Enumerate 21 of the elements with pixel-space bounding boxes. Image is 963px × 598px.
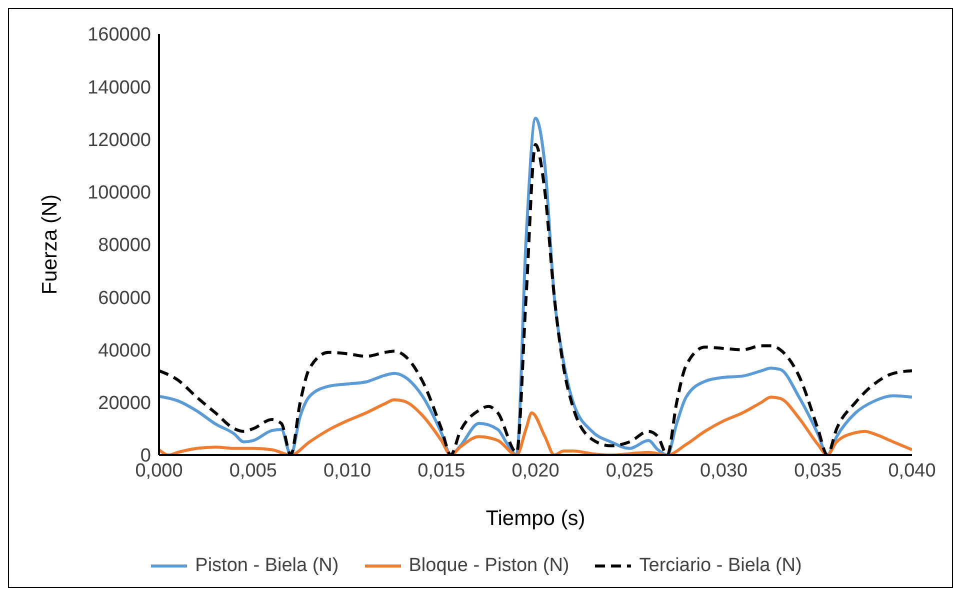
x-tick-label: 0,040: [888, 460, 936, 482]
y-tick-label: 100000: [88, 182, 151, 204]
y-tick-label: 20000: [98, 393, 151, 414]
y-axis-title: Fuerza (N): [38, 194, 62, 295]
y-tick-label: 120000: [88, 130, 151, 151]
x-tick-label: 0,005: [229, 460, 277, 482]
legend-label: Bloque - Piston (N): [408, 555, 570, 577]
y-tick-label: 160000: [88, 24, 151, 46]
x-tick-label: 0,025: [606, 460, 654, 482]
y-tick-label: 60000: [98, 288, 151, 309]
legend-label: Piston - Biela (N): [194, 555, 339, 577]
x-tick-label: 0,020: [512, 460, 560, 482]
x-tick-label: 0,010: [323, 460, 372, 482]
legend-label: Terciario - Biela (N): [638, 555, 802, 577]
y-tick-label: 40000: [98, 340, 151, 362]
x-axis-title: Tiempo (s): [486, 507, 586, 530]
y-tick-label: 80000: [98, 235, 151, 256]
y-tick-label: 140000: [88, 77, 151, 98]
x-tick-label: 0,015: [418, 460, 466, 482]
x-tick-label: 0,035: [794, 460, 842, 482]
x-tick-label: 0,030: [700, 460, 748, 482]
